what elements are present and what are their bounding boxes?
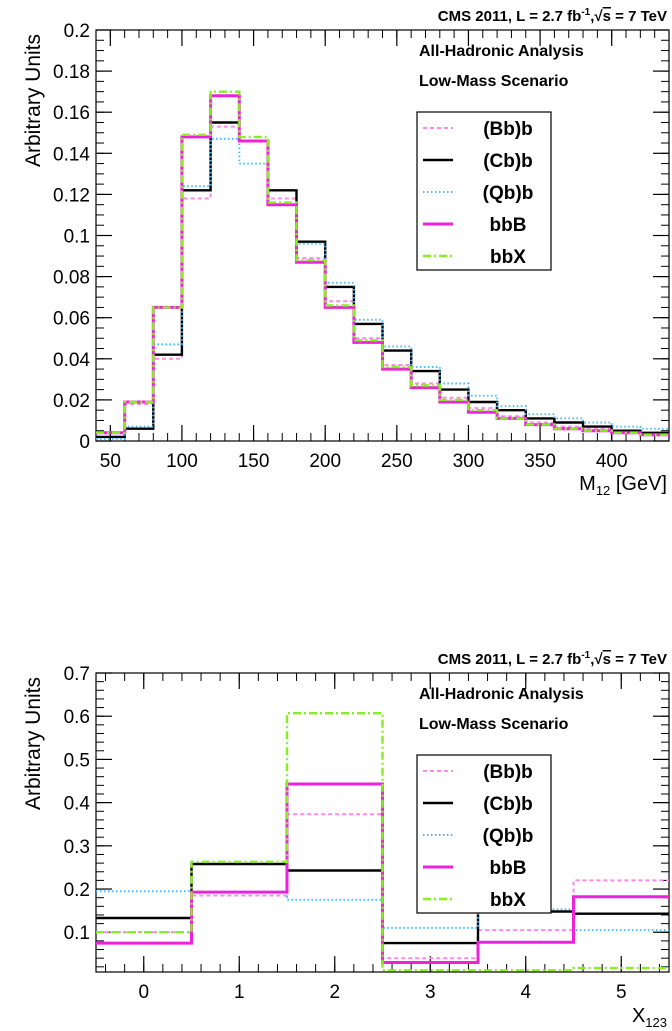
y-tick-label: 0.18: [53, 62, 90, 83]
y-tick-label: 0.7: [64, 664, 90, 685]
y-tick-label: 0: [79, 432, 90, 453]
legend-label: bbX: [490, 890, 526, 911]
legend: (Bb)b (Cb)b (Qb)b bbB bbX: [416, 754, 552, 914]
y-tick-label: 0.2: [64, 21, 90, 42]
x-tick-label: 5: [616, 982, 627, 1003]
x-tick-label: 300: [453, 451, 485, 472]
x-tick-label: 100: [166, 451, 198, 472]
x-tick-label: 400: [596, 451, 628, 472]
plot-frame: [95, 672, 670, 973]
y-tick-label: 0.3: [64, 837, 90, 858]
legend-label: bbB: [490, 858, 527, 879]
y-tick-label: 0.08: [53, 268, 90, 289]
panel-1: 50 100 150 200 250 300 350 400 0 0.02 0.04 0.06 0.08…: [22, 7, 670, 498]
x-tick-label: 1: [234, 982, 245, 1003]
y-tick-label: 0.1: [64, 923, 90, 944]
annotation-text: Low-Mass Scenario: [419, 73, 569, 90]
x-tick-label: 200: [309, 451, 341, 472]
histograms: [96, 712, 669, 972]
y-tick-label: 0.4: [64, 794, 91, 815]
cms-header: CMS 2011, L = 2.7 fb-1,√s = 7 TeV: [438, 7, 667, 25]
series-qbb-line: [96, 137, 669, 440]
legend-label: bbB: [490, 215, 527, 236]
panel-2: 0 1 2 3 4 5 0.1 0.2 0.3 0.4 0.5 0.6 0.7 Arbitrary Uni…: [22, 650, 670, 1030]
x-tick-label: 350: [524, 451, 556, 472]
annotation-text: All-Hadronic Analysis: [419, 686, 584, 703]
x-axis-label: X123: [632, 1005, 667, 1030]
y-axis-label: Arbitrary Units: [22, 34, 45, 167]
x-tick-label: 250: [381, 451, 413, 472]
legend-label: (Qb)b: [483, 826, 534, 847]
legend-label: (Qb)b: [483, 183, 534, 204]
annotation-text: All-Hadronic Analysis: [419, 43, 584, 60]
x-axis-label: M12 [GeV]: [579, 473, 667, 498]
legend-label: (Bb)b: [483, 762, 533, 783]
legend-label: (Cb)b: [483, 794, 533, 815]
x-tick-label: 0: [138, 982, 149, 1003]
series-bbb-line: [96, 782, 669, 964]
legend-label: (Cb)b: [483, 151, 533, 172]
y-tick-label: 0.02: [53, 391, 90, 412]
y-tick-label: 0.1: [64, 227, 90, 248]
y-tick-label: 0.6: [64, 707, 90, 728]
x-tick-label: 4: [520, 982, 531, 1003]
y-tick-label: 0.5: [64, 750, 90, 771]
y-axis-label: Arbitrary Units: [22, 677, 45, 810]
y-tick-label: 0.14: [53, 144, 90, 165]
x-tick-label: 50: [100, 451, 121, 472]
series-bbb-line: [96, 125, 669, 434]
y-tick-label: 0.04: [53, 350, 90, 371]
legend-label: (Bb)b: [483, 119, 533, 140]
cms-header: CMS 2011, L = 2.7 fb-1,√s = 7 TeV: [438, 650, 667, 668]
y-tick-label: 0.12: [53, 185, 90, 206]
y-tick-label: 0.16: [53, 103, 90, 124]
legend-label: bbX: [490, 247, 526, 268]
x-tick-label: 150: [238, 451, 270, 472]
x-tick-label: 3: [425, 982, 436, 1003]
x-tick-label: 2: [329, 982, 340, 1003]
legend: (Bb)b (Cb)b (Qb)b bbB bbX: [416, 111, 552, 271]
histograms: [96, 90, 669, 440]
y-tick-label: 0.06: [53, 309, 90, 330]
y-tick-label: 0.2: [64, 880, 90, 901]
annotation-text: Low-Mass Scenario: [419, 716, 569, 733]
